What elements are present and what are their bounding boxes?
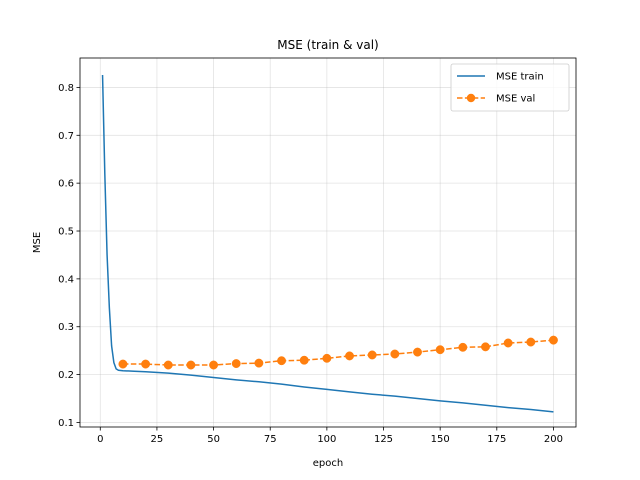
data-point-mse-val — [209, 360, 219, 370]
y-tick-label: 0.4 — [58, 274, 74, 285]
x-tick-label: 25 — [151, 434, 164, 445]
data-point-mse-val — [277, 356, 286, 366]
data-point-mse-val — [186, 360, 196, 370]
data-point-mse-val — [526, 337, 536, 347]
chart-title: MSE (train & val) — [277, 38, 378, 52]
axis-ticks: 0 25 50 75 100 125 150 175 200 0.1 0.2 0.3 0.4 0.5 0.6… — [58, 83, 563, 445]
data-point-mse-val — [141, 359, 151, 369]
y-tick-label: 0.2 — [58, 370, 74, 381]
data-point-mse-val — [163, 360, 173, 370]
x-tick-label: 150 — [431, 434, 450, 445]
data-point-mse-val — [254, 358, 264, 368]
x-tick-label: 50 — [207, 434, 220, 445]
x-tick-label: 175 — [487, 434, 506, 445]
data-point-mse-val — [118, 359, 128, 369]
y-tick-label: 0.6 — [58, 179, 74, 190]
data-point-mse-val — [458, 342, 468, 352]
series-layer — [101, 74, 558, 413]
y-axis-label: MSE — [32, 232, 43, 253]
data-point-mse-val — [367, 350, 377, 360]
y-tick-label: 0.5 — [58, 227, 74, 238]
data-point-mse-val — [231, 359, 241, 369]
plot-frame — [79, 57, 577, 428]
series-line-mse-train — [101, 74, 554, 413]
data-point-mse-val — [299, 355, 309, 365]
x-tick-label: 125 — [374, 434, 393, 445]
y-tick-label: 0.8 — [58, 83, 74, 94]
x-tick-label: 100 — [317, 434, 336, 445]
data-point-mse-val — [549, 335, 558, 345]
x-axis-label: epoch — [313, 458, 343, 469]
legend: MSE train MSE val — [450, 63, 570, 112]
grid — [80, 58, 576, 427]
legend-marker-mse-val — [466, 93, 476, 103]
y-tick-label: 0.1 — [58, 418, 74, 429]
x-tick-label: 75 — [264, 434, 277, 445]
data-point-mse-val — [390, 349, 400, 359]
data-point-mse-val — [503, 338, 513, 348]
data-point-mse-val — [481, 342, 490, 352]
data-point-mse-val — [322, 353, 332, 363]
legend-label-mse-val: MSE val — [496, 94, 535, 105]
data-point-mse-val — [413, 347, 422, 357]
x-tick-label: 200 — [544, 434, 563, 445]
x-tick-label: 0 — [97, 434, 103, 445]
data-point-mse-val — [345, 351, 354, 361]
y-tick-label: 0.3 — [58, 322, 74, 333]
data-point-mse-val — [435, 345, 445, 355]
legend-label-mse-train: MSE train — [496, 72, 544, 83]
y-tick-label: 0.7 — [58, 131, 74, 142]
